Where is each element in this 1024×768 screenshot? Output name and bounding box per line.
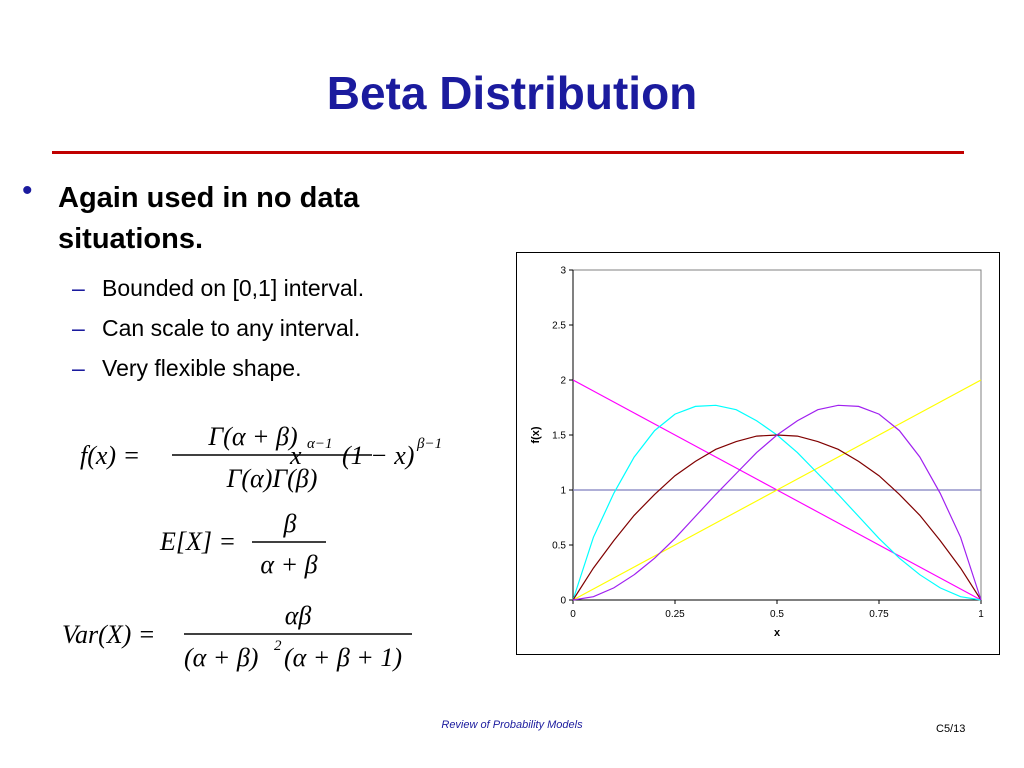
variance-denominator-a: (α + β) — [184, 643, 258, 672]
title-divider — [52, 151, 964, 154]
x-tick-label: 1 — [978, 609, 984, 620]
dash-icon: – — [72, 315, 85, 341]
pdf-factor: (1 − x) — [342, 441, 414, 470]
y-tick-label: 3 — [560, 266, 566, 277]
sub-bullet-1: – Bounded on [0,1] interval. — [72, 275, 364, 302]
pdf-lhs: f(x) = — [80, 441, 140, 470]
x-tick-label: 0.5 — [770, 609, 784, 620]
x-tick-label: 0.75 — [869, 609, 889, 620]
chart-canvas: 0 0.5 1 1.5 2 2.5 3 0 0.25 0.5 0.75 1 x f(x) — [530, 266, 984, 640]
page-number: C5/13 — [936, 723, 966, 735]
pdf-x: x — [289, 441, 302, 470]
y-tick-label: 0 — [560, 596, 566, 607]
pdf-equation: f(x) = Γ(α + β) Γ(α)Γ(β) x α−1 (1 − x) β… — [80, 418, 460, 505]
beta-pdf-chart: 0 0.5 1 1.5 2 2.5 3 0 0.25 0.5 0.75 1 x f(x) — [516, 252, 1000, 655]
sub-bullet-text: Bounded on [0,1] interval. — [102, 275, 365, 301]
variance-lhs: Var(X) = — [62, 620, 155, 649]
x-tick-label: 0.25 — [665, 609, 685, 620]
sub-bullet-text: Very flexible shape. — [102, 355, 302, 381]
sub-bullet-3: – Very flexible shape. — [72, 355, 301, 382]
x-tick-label: 0 — [570, 609, 576, 620]
mean-lhs: E[X] = — [159, 527, 236, 556]
variance-equation: Var(X) = αβ (α + β) 2 (α + β + 1) — [62, 598, 432, 685]
dash-icon: – — [72, 355, 85, 381]
series-line-6 — [572, 404, 982, 601]
sub-bullet-2: – Can scale to any interval. — [72, 315, 360, 342]
mean-denominator: α + β — [260, 550, 317, 579]
bullet-icon: • — [22, 174, 33, 207]
sub-bullet-text: Can scale to any interval. — [102, 315, 361, 341]
y-tick-label: 1.5 — [552, 431, 566, 442]
series-line-3 — [572, 379, 982, 601]
variance-denominator-b: (α + β + 1) — [284, 643, 402, 672]
main-bullet: Again used in no data situations. — [58, 182, 360, 255]
pdf-numerator: Γ(α + β) — [207, 422, 297, 451]
pdf-x-exponent: α−1 — [307, 436, 333, 452]
slide-title: Beta Distribution — [326, 67, 698, 119]
mean-numerator: β — [283, 509, 297, 538]
y-tick-label: 1 — [560, 486, 566, 497]
pdf-denominator: Γ(α)Γ(β) — [226, 464, 318, 493]
y-axis-label: f(x) — [530, 426, 542, 443]
footer-title: Review of Probability Models — [441, 719, 583, 731]
y-tick-label: 2 — [560, 376, 566, 387]
variance-numerator: αβ — [285, 601, 312, 630]
variance-denominator-exponent: 2 — [274, 638, 282, 654]
y-tick-label: 0.5 — [552, 541, 566, 552]
x-axis-label: x — [774, 627, 781, 639]
pdf-factor-exponent: β−1 — [416, 436, 442, 452]
dash-icon: – — [72, 275, 85, 301]
y-tick-label: 2.5 — [552, 321, 566, 332]
mean-equation: E[X] = β α + β — [159, 508, 360, 595]
